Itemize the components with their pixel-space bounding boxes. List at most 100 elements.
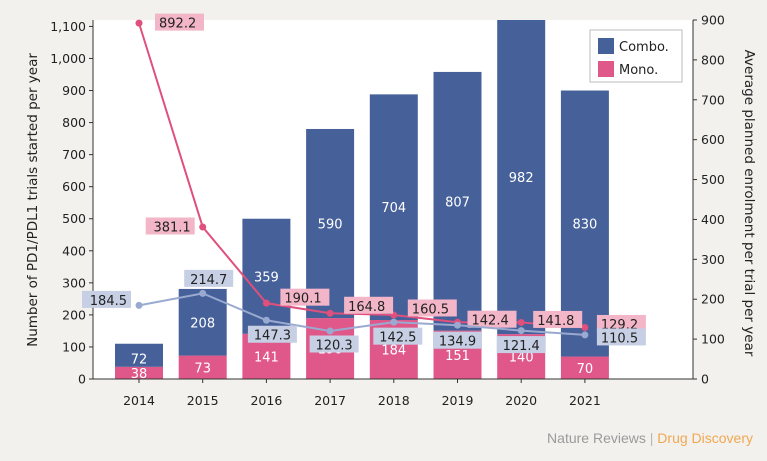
bar-label-mono: 70 bbox=[577, 362, 594, 377]
y-right-tick-label: 600 bbox=[701, 132, 725, 147]
y-left-tick-label: 200 bbox=[62, 307, 86, 322]
bar-label-mono: 141 bbox=[254, 350, 279, 365]
bar-mono bbox=[560, 356, 609, 379]
x-tick-label: 2021 bbox=[569, 393, 601, 408]
y-left-tick-label: 800 bbox=[62, 115, 86, 130]
mono-value-label: 381.1 bbox=[153, 220, 190, 235]
x-tick-label: 2020 bbox=[505, 393, 537, 408]
combo-value-label: 120.3 bbox=[315, 339, 352, 354]
legend-label: Combo. bbox=[619, 40, 669, 55]
bar-label-mono: 140 bbox=[509, 351, 534, 366]
bar-label-mono: 73 bbox=[194, 361, 211, 376]
mono-value-label-bg bbox=[344, 296, 394, 314]
y-right-tick-label: 700 bbox=[701, 92, 725, 107]
y-right-tick-label: 0 bbox=[701, 372, 709, 387]
y-left-tick-label: 500 bbox=[62, 211, 86, 226]
mono-value-label-bg bbox=[596, 314, 646, 332]
y-right-tick-label: 500 bbox=[701, 172, 725, 187]
mono-enrolment-point bbox=[199, 223, 207, 231]
footer-separator: | bbox=[649, 430, 654, 446]
mono-value-label: 160.5 bbox=[412, 302, 449, 317]
combo-value-label-bg bbox=[247, 325, 297, 343]
bar-label-combo: 72 bbox=[131, 352, 148, 367]
y-right-tick-label: 100 bbox=[701, 332, 725, 347]
mono-enrolment-point bbox=[581, 323, 589, 331]
y-left-tick-label: 1,100 bbox=[50, 19, 86, 34]
x-tick-label: 2014 bbox=[123, 393, 155, 408]
mono-value-label: 141.8 bbox=[537, 314, 574, 329]
mono-value-label-bg bbox=[145, 217, 195, 235]
combo-value-label-bg bbox=[309, 335, 359, 353]
combo-value-label-bg bbox=[184, 269, 234, 287]
bar-label-mono: 151 bbox=[445, 349, 470, 364]
combo-enrolment-point bbox=[262, 316, 270, 324]
combo-value-label-bg bbox=[373, 327, 423, 345]
bar-label-combo: 704 bbox=[381, 201, 406, 216]
bar-combo bbox=[497, 20, 546, 335]
combo-value-label: 147.3 bbox=[254, 329, 291, 344]
combo-value-label-bg bbox=[496, 336, 546, 354]
bar-label-mono: 38 bbox=[131, 367, 148, 382]
combo-value-label: 134.9 bbox=[439, 335, 476, 350]
mono-value-label-bg bbox=[407, 299, 457, 317]
y-left-tick-label: 0 bbox=[78, 372, 86, 387]
y-right-axis-title: Average planned enrolment per trial per … bbox=[741, 50, 757, 357]
y-left-tick-label: 600 bbox=[62, 179, 86, 194]
legend-swatch bbox=[598, 38, 614, 54]
bar-mono bbox=[178, 355, 227, 379]
mono-value-label: 190.1 bbox=[284, 292, 321, 307]
bar-label-mono: 184 bbox=[381, 344, 406, 359]
bar-label-combo: 590 bbox=[318, 218, 343, 233]
combo-enrolment-point bbox=[517, 327, 525, 335]
bar-label-combo: 359 bbox=[254, 270, 279, 285]
mono-value-label-bg bbox=[155, 13, 204, 31]
combo-enrolment-point bbox=[199, 289, 207, 297]
mono-value-label: 164.8 bbox=[348, 300, 385, 315]
y-right-tick-label: 900 bbox=[701, 13, 725, 28]
journal-name: Drug Discovery bbox=[657, 430, 753, 446]
combo-enrolment-point bbox=[326, 327, 334, 335]
mono-enrolment-point bbox=[326, 309, 334, 317]
combo-value-label: 214.7 bbox=[190, 273, 227, 288]
combo-enrolment-point bbox=[390, 318, 398, 326]
axes-layer: 0 100 200 300 400 500 600 700 800 900 1,000 1,100 0 1… bbox=[25, 13, 757, 409]
legend: Combo. Mono. bbox=[589, 29, 683, 83]
combo-value-label-bg bbox=[596, 328, 646, 346]
footer-credit: Nature Reviews | Drug Discovery bbox=[0, 430, 753, 446]
combo-value-label-bg bbox=[82, 290, 131, 308]
combo-enrolment-point bbox=[135, 301, 143, 309]
x-tick-label: 2018 bbox=[378, 393, 410, 408]
mono-enrolment-point bbox=[262, 299, 270, 307]
y-right-tick-label: 300 bbox=[701, 252, 725, 267]
mono-enrolment-point bbox=[517, 318, 525, 326]
combo-value-label: 184.5 bbox=[90, 294, 127, 309]
x-tick-label: 2015 bbox=[187, 393, 219, 408]
combo-enrolment-point bbox=[581, 331, 589, 339]
bar-combo bbox=[369, 94, 418, 321]
bar-label-combo: 982 bbox=[509, 171, 534, 186]
combo-enrolment-line bbox=[138, 292, 585, 336]
bar-combo bbox=[242, 218, 291, 334]
y-left-tick-label: 700 bbox=[62, 147, 86, 162]
bar-combo bbox=[115, 343, 163, 367]
combo-value-label-bg bbox=[433, 331, 482, 349]
mono-value-label-bg bbox=[467, 310, 517, 328]
y-right-tick-label: 800 bbox=[701, 52, 725, 67]
mono-value-label: 892.2 bbox=[159, 17, 196, 32]
y-left-tick-label: 300 bbox=[62, 275, 86, 290]
x-tick-label: 2016 bbox=[250, 393, 282, 408]
y-left-tick-label: 900 bbox=[62, 83, 86, 98]
legend-swatch bbox=[598, 61, 614, 77]
x-tick-label: 2017 bbox=[314, 393, 346, 408]
bar-label-combo: 830 bbox=[572, 218, 597, 233]
y-left-tick-label: 400 bbox=[62, 243, 86, 258]
bars-layer: 3872732081413591905901847041518071409827… bbox=[115, 20, 609, 382]
bar-label-combo: 807 bbox=[445, 195, 470, 210]
mono-value-label: 142.4 bbox=[472, 314, 509, 329]
combo-value-label: 142.5 bbox=[379, 331, 416, 346]
bar-combo bbox=[433, 71, 482, 331]
publisher-name: Nature Reviews bbox=[547, 430, 646, 446]
y-left-tick-label: 100 bbox=[62, 339, 86, 354]
